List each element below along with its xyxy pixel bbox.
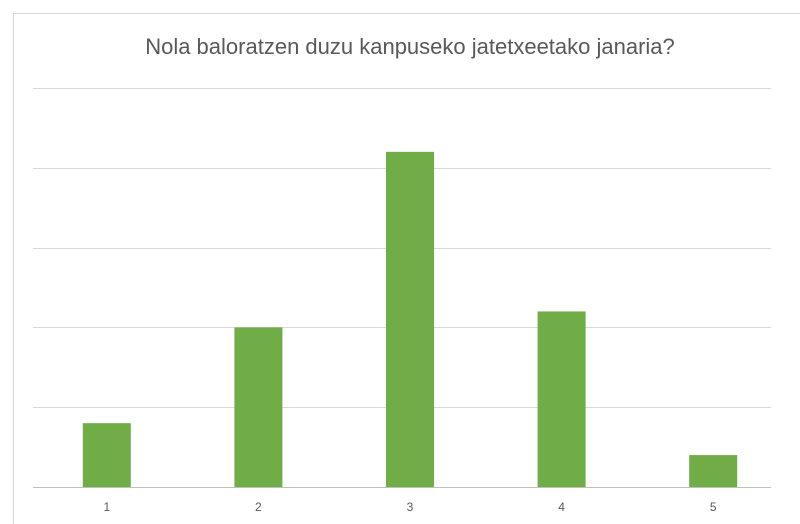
bar [82, 423, 131, 487]
x-tick-label: 3 [407, 500, 414, 514]
bar [386, 151, 434, 487]
bar [234, 327, 283, 487]
x-tick-label: 5 [710, 500, 717, 514]
x-tick-label: 1 [103, 500, 110, 514]
x-tick-label: 4 [558, 500, 565, 514]
x-tick-label: 2 [255, 500, 262, 514]
bar [689, 455, 738, 487]
bar [537, 311, 586, 487]
chart-title: Nola baloratzen duzu kanpuseko jatetxeet… [145, 34, 675, 59]
